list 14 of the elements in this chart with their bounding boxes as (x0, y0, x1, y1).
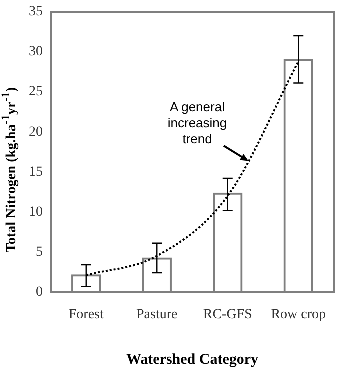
x-tick-label: Pasture (136, 307, 178, 322)
y-tick-label: 0 (36, 284, 43, 300)
y-tick-label: 5 (36, 244, 43, 260)
y-tick-label: 25 (29, 84, 43, 100)
x-axis-title: Watershed Category (126, 352, 260, 368)
y-tick-label: 30 (29, 44, 43, 60)
y-tick-label: 35 (29, 4, 43, 20)
y-tick-label: 15 (29, 164, 43, 180)
x-tick-label: RC-GFS (203, 307, 252, 322)
x-tick-label: Forest (68, 307, 104, 322)
y-tick-label: 20 (29, 124, 43, 140)
x-tick-label: Row crop (271, 307, 326, 322)
y-tick-label: 10 (29, 204, 43, 220)
annotation: A general increasing trend (168, 100, 228, 147)
